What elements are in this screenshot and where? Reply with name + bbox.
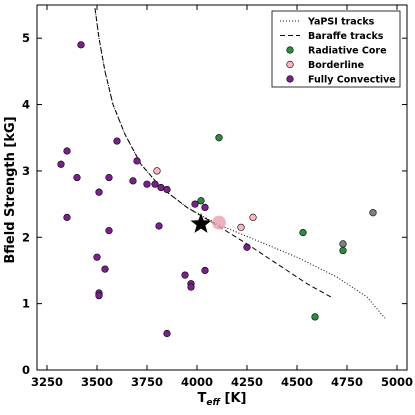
convective-point [63, 213, 71, 221]
convective-point [105, 173, 113, 182]
legend-radiative-swatch [286, 46, 294, 54]
convective-point [73, 173, 81, 182]
x-tick-label: 4000 [181, 375, 213, 389]
legend-borderline-label: Borderline [308, 60, 364, 71]
x-axis-title: Teff [K] [198, 391, 247, 408]
convective-point [181, 271, 189, 279]
radiative-point [339, 246, 347, 255]
convective-point [129, 177, 137, 185]
convective-point [157, 183, 165, 192]
highlight-point [212, 215, 226, 230]
convective-point [77, 41, 85, 49]
y-tick-label: 0 [22, 363, 30, 377]
y-tick-label: 3 [22, 164, 30, 178]
convective-point [93, 253, 101, 261]
convective-point [63, 147, 71, 155]
x-tick-label: 4500 [281, 375, 313, 389]
legend-yapsi-label: YaPSI tracks [307, 17, 375, 28]
x-tick-label: 5000 [381, 375, 413, 389]
convective-point [187, 283, 195, 291]
convective-point [163, 185, 171, 194]
convective-point [143, 180, 151, 188]
borderline-point [237, 223, 245, 231]
radiative-point [299, 229, 307, 237]
x-axis-title-subscript: eff [206, 398, 221, 408]
legend-convective-label: Fully Convective [308, 75, 396, 86]
convective-point [155, 222, 163, 230]
x-tick-label: 4250 [231, 375, 263, 389]
axes: 3250 3500 3750 4000 4250 4500 4750 5000 0 1 2 3 4 5 [22, 4, 413, 389]
convective-point [95, 188, 103, 196]
x-axis-title-unit: [K] [220, 391, 246, 406]
convective-point [191, 200, 199, 208]
data-points [57, 41, 377, 338]
convective-point [95, 292, 103, 300]
borderline-point [249, 213, 257, 221]
legend-borderline-swatch [286, 60, 294, 69]
y-axis-title: Bfield Strength [kG] [3, 116, 18, 263]
x-tick-label: 3750 [131, 375, 163, 389]
radiative-point [215, 134, 223, 142]
star-marker [190, 213, 212, 233]
x-tick-label: 4750 [331, 375, 363, 389]
x-tick-label: 3250 [31, 375, 63, 389]
legend-radiative-label: Radiative Core [308, 46, 387, 57]
legend: YaPSI tracks Baraffe tracks Radiative Core… [271, 10, 401, 88]
convective-point [113, 137, 121, 145]
borderline-point [153, 167, 161, 175]
radiative-point [197, 197, 205, 205]
y-tick-label: 5 [22, 31, 30, 45]
convective-point [101, 265, 109, 273]
legend-convective-swatch [286, 75, 294, 83]
grey-point [369, 209, 377, 217]
convective-point [151, 180, 159, 188]
radiative-point [311, 313, 319, 321]
y-tick-label: 4 [22, 98, 30, 112]
legend-baraffe-label: Baraffe tracks [308, 31, 384, 42]
plot-frame [36, 4, 408, 371]
convective-point [243, 243, 251, 251]
convective-point [57, 160, 65, 168]
convective-point [201, 203, 209, 212]
y-tick-label: 1 [22, 297, 30, 311]
convective-point [105, 227, 113, 235]
convective-point [133, 157, 141, 165]
convective-point [201, 266, 209, 275]
x-tick-label: 3500 [81, 375, 113, 389]
grey-point [339, 240, 347, 248]
y-tick-label: 2 [22, 230, 30, 244]
convective-point [163, 329, 171, 338]
x-axis-title-main: T [198, 391, 207, 406]
